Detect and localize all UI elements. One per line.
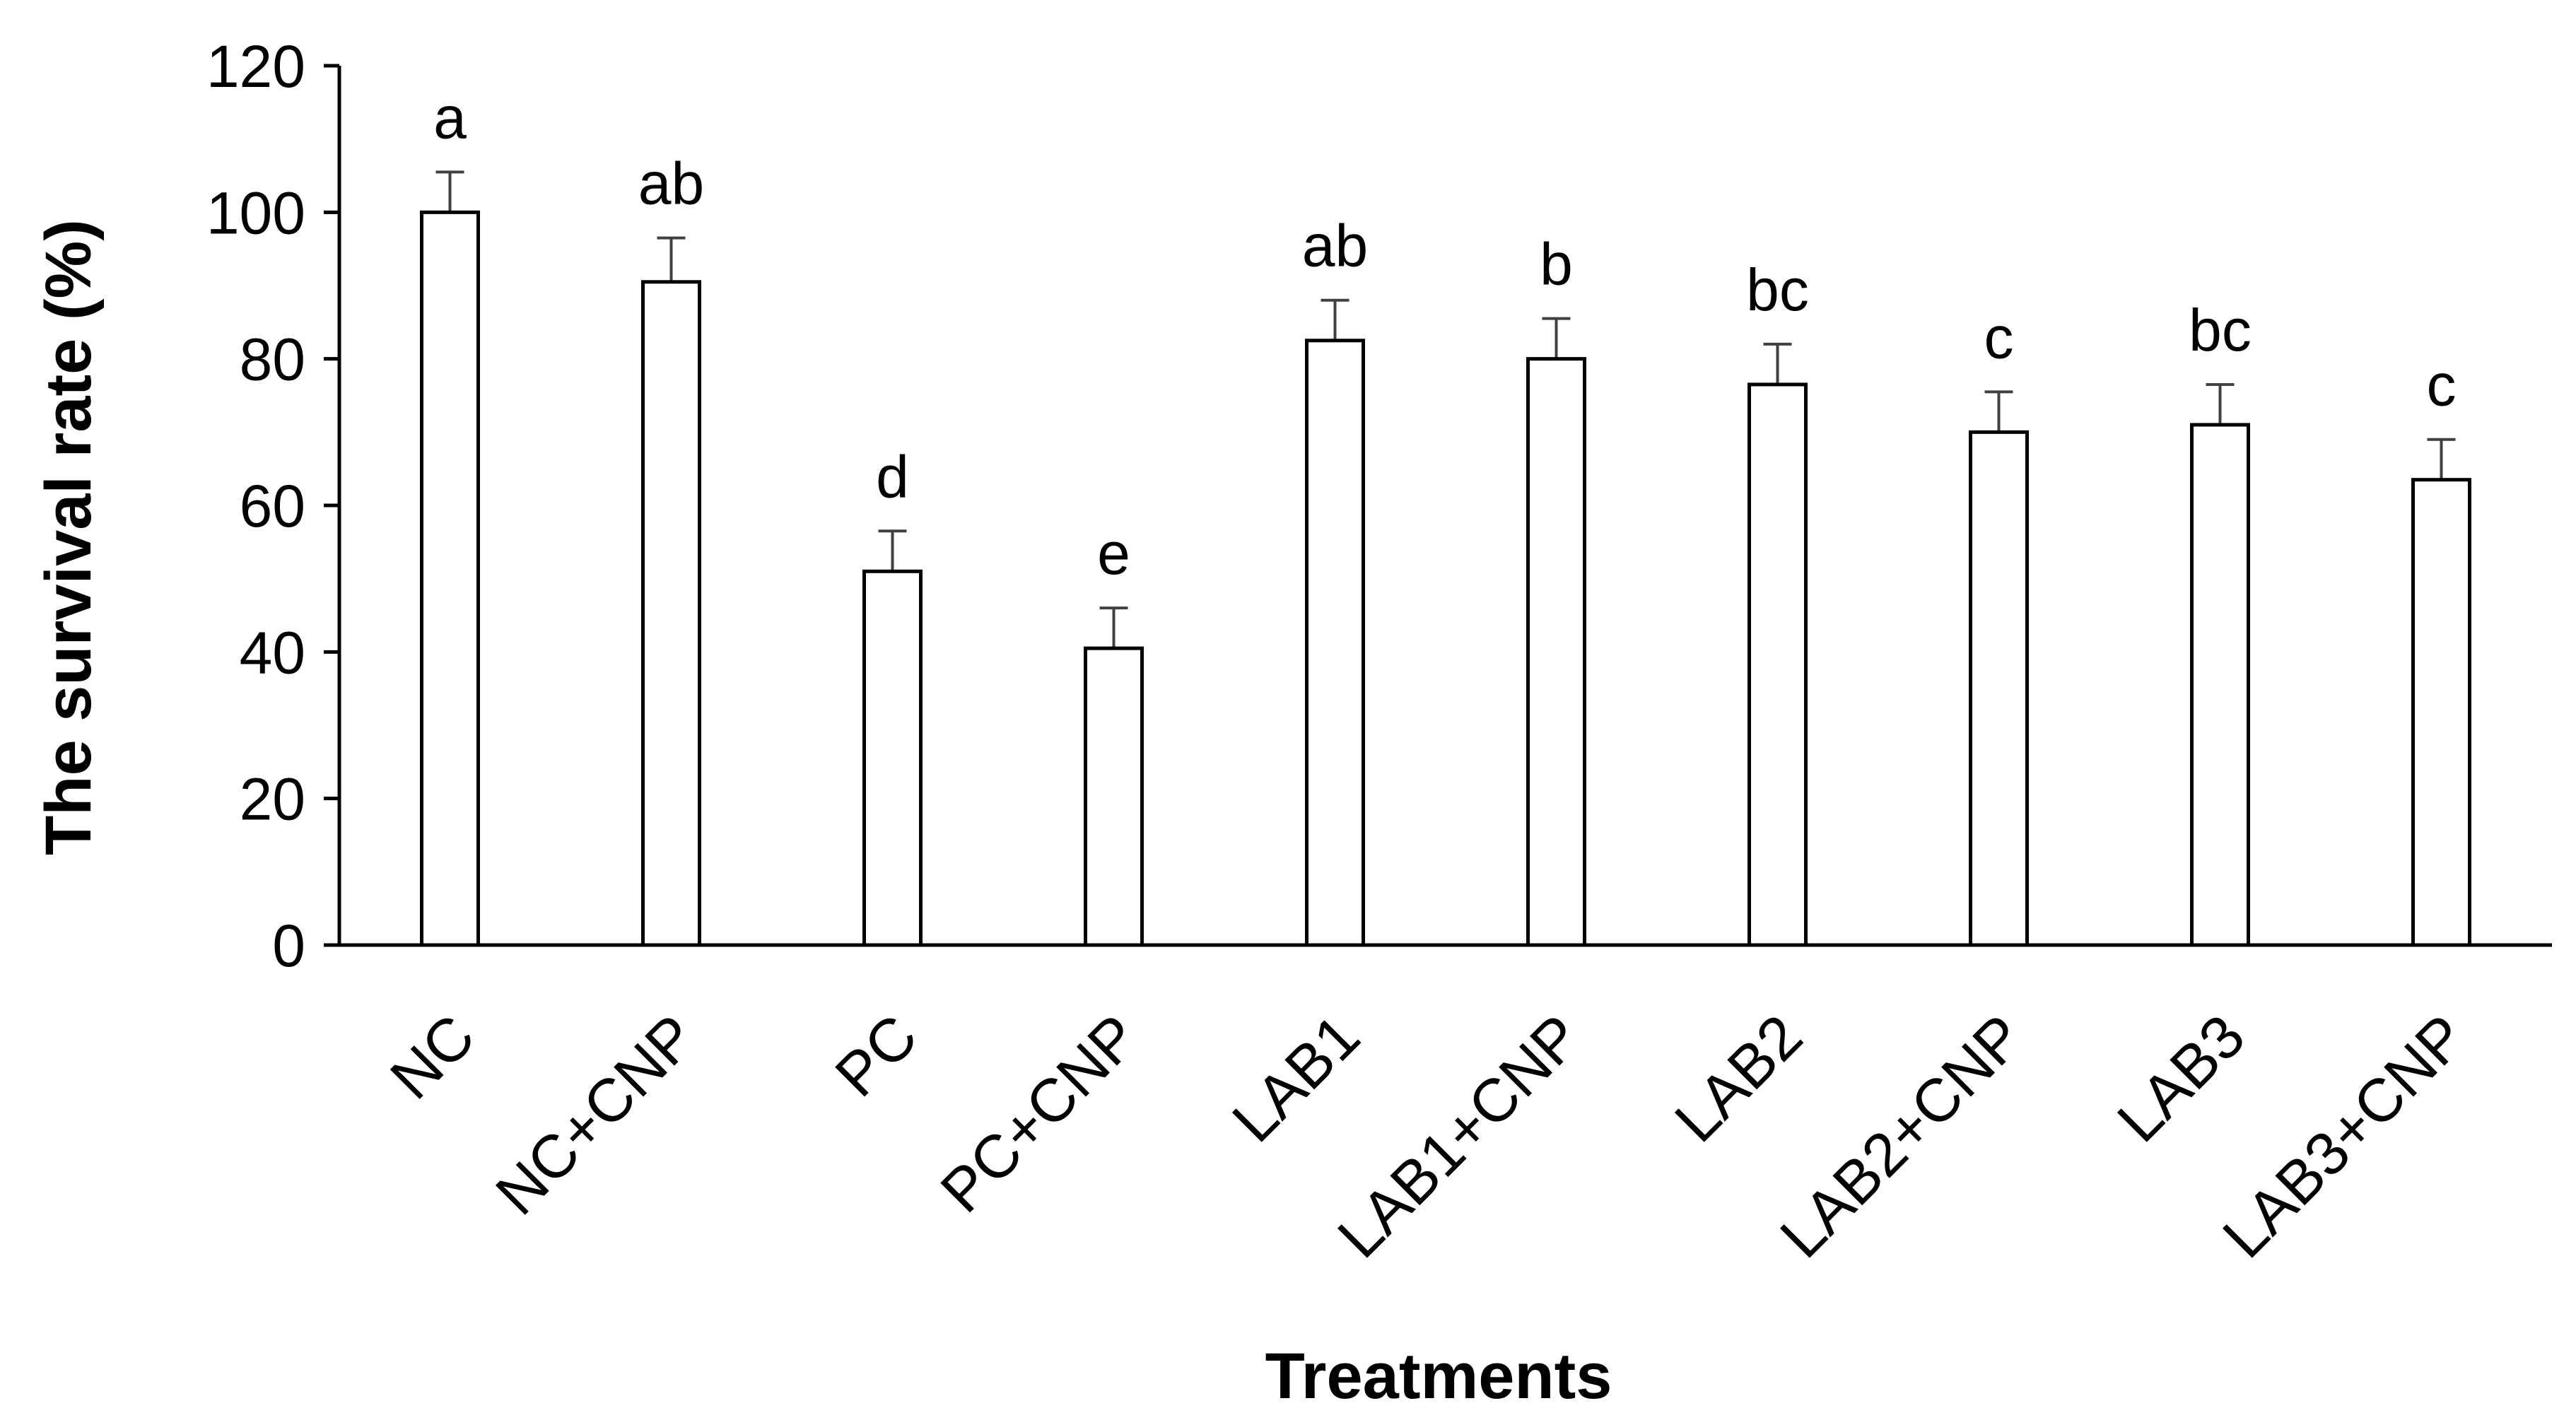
x-axis-title: Treatments	[1265, 1340, 1612, 1412]
y-tick-label: 0	[272, 913, 305, 979]
x-category-label: LAB1+CNP	[1325, 1002, 1594, 1272]
x-category-label: NC	[377, 1002, 488, 1113]
x-category-label: LAB2	[1662, 1002, 1815, 1156]
y-tick-label: 20	[240, 766, 305, 833]
x-category-label: LAB2+CNP	[1767, 1002, 2037, 1272]
bar	[2411, 478, 2471, 947]
y-tick-label: 40	[240, 619, 305, 686]
x-category-label: LAB3	[2104, 1002, 2258, 1156]
bar	[641, 280, 701, 947]
y-tick-label: 80	[240, 327, 305, 393]
significance-label: ab	[1302, 213, 1368, 279]
y-axis-title: The survival rate (%)	[33, 219, 105, 855]
significance-label: b	[1540, 231, 1573, 298]
bars	[420, 210, 2471, 947]
bar	[1526, 357, 1586, 947]
significance-label: d	[876, 443, 909, 510]
x-category-label: LAB1	[1219, 1002, 1373, 1156]
significance-label: c	[1984, 304, 2014, 370]
x-category-label: NC+CNP	[483, 1002, 709, 1228]
bar	[1305, 339, 1365, 947]
bar	[2190, 423, 2250, 947]
bar	[1084, 646, 1144, 947]
y-axis	[324, 64, 341, 947]
y-tick-label: 120	[206, 33, 305, 100]
x-category-label: PC+CNP	[928, 1002, 1152, 1226]
error-bars	[435, 170, 2456, 691]
bar	[420, 210, 480, 947]
y-tick-labels: 0 20 40 60 80 100 120	[206, 33, 305, 979]
y-tick-label: 100	[206, 180, 305, 246]
significance-labels: a ab d e ab b bc c bc c	[433, 84, 2456, 587]
x-category-label: PC	[823, 1002, 930, 1110]
significance-label: a	[433, 84, 467, 151]
x-category-label: LAB3+CNP	[2210, 1002, 2479, 1272]
y-tick-label: 60	[240, 473, 305, 539]
bar	[862, 569, 923, 947]
significance-label: bc	[2189, 297, 2252, 363]
significance-label: e	[1097, 520, 1130, 587]
significance-label: ab	[638, 151, 704, 217]
significance-label: c	[2427, 352, 2457, 418]
significance-label: bc	[1746, 257, 1809, 323]
bar	[1969, 430, 2029, 947]
bar	[1747, 382, 1808, 947]
